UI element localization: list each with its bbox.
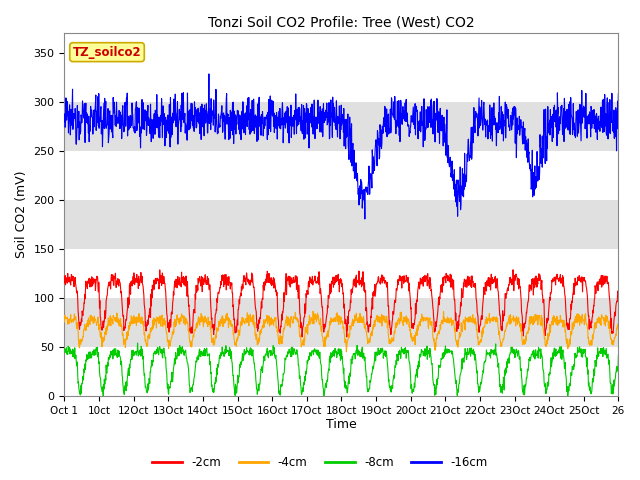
Bar [65,102,618,151]
Title: Tonzi Soil CO2 Profile: Tree (West) CO2: Tonzi Soil CO2 Profile: Tree (West) CO2 [208,15,475,29]
Legend: -2cm, -4cm, -8cm, -16cm: -2cm, -4cm, -8cm, -16cm [148,452,492,474]
Bar [65,200,618,249]
Text: TZ_soilco2: TZ_soilco2 [73,46,141,59]
Bar [65,298,618,347]
X-axis label: Time: Time [326,419,356,432]
Y-axis label: Soil CO2 (mV): Soil CO2 (mV) [15,171,28,258]
